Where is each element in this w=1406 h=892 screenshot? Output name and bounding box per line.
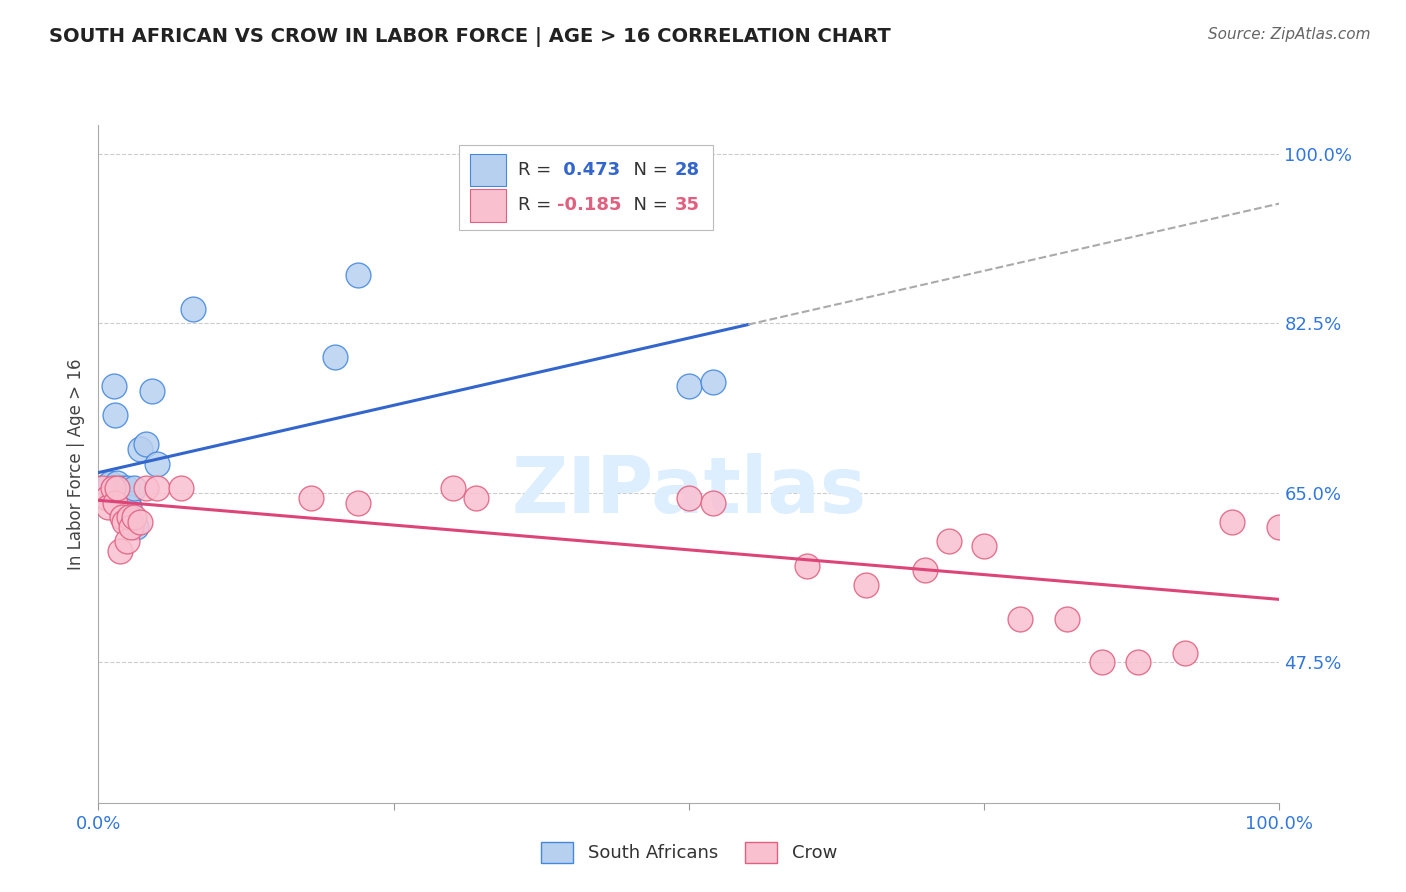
Point <box>111 481 134 495</box>
Point <box>128 515 150 529</box>
Point <box>1174 646 1197 660</box>
Point <box>135 437 157 451</box>
Point <box>105 476 128 491</box>
Point <box>96 491 118 505</box>
Point <box>855 578 877 592</box>
Point <box>108 491 131 505</box>
Point <box>299 491 322 505</box>
Point <box>181 301 204 316</box>
Point <box>125 520 148 534</box>
Point <box>112 486 135 500</box>
Point <box>118 500 141 515</box>
Point <box>135 481 157 495</box>
FancyBboxPatch shape <box>471 153 506 186</box>
Text: 28: 28 <box>675 161 700 178</box>
Point <box>914 563 936 577</box>
Point <box>91 481 114 495</box>
Y-axis label: In Labor Force | Age > 16: In Labor Force | Age > 16 <box>67 358 86 570</box>
Text: N =: N = <box>621 196 673 214</box>
Point <box>101 481 124 495</box>
Text: ZIPatlas: ZIPatlas <box>512 453 866 529</box>
Point <box>98 476 121 491</box>
Point <box>702 495 724 509</box>
Point <box>323 351 346 365</box>
Point <box>112 515 135 529</box>
Point <box>94 481 117 495</box>
Point <box>146 481 169 495</box>
Point <box>97 500 120 515</box>
Point <box>678 491 700 505</box>
Point <box>441 481 464 495</box>
Text: -0.185: -0.185 <box>557 196 621 214</box>
Legend: South Africans, Crow: South Africans, Crow <box>531 833 846 871</box>
Point <box>347 495 370 509</box>
Point <box>796 558 818 573</box>
Point <box>104 495 127 509</box>
Point <box>117 495 139 509</box>
Point <box>121 515 143 529</box>
Point <box>115 534 138 549</box>
Point <box>111 510 134 524</box>
Text: 0.473: 0.473 <box>557 161 620 178</box>
Point <box>112 495 135 509</box>
Text: Source: ZipAtlas.com: Source: ZipAtlas.com <box>1208 27 1371 42</box>
Point <box>122 481 145 495</box>
Text: N =: N = <box>621 161 673 178</box>
Point <box>1220 515 1243 529</box>
Point <box>347 268 370 282</box>
Point <box>122 510 145 524</box>
Text: 35: 35 <box>675 196 700 214</box>
Point <box>465 491 488 505</box>
Point <box>1056 612 1078 626</box>
Point <box>91 481 114 495</box>
Point <box>121 520 143 534</box>
Point <box>1008 612 1031 626</box>
Point <box>103 379 125 393</box>
Point <box>678 379 700 393</box>
Point <box>97 478 120 492</box>
Text: SOUTH AFRICAN VS CROW IN LABOR FORCE | AGE > 16 CORRELATION CHART: SOUTH AFRICAN VS CROW IN LABOR FORCE | A… <box>49 27 891 46</box>
Point <box>146 457 169 471</box>
Text: R =: R = <box>517 161 557 178</box>
Point <box>170 481 193 495</box>
Point <box>1268 520 1291 534</box>
Point <box>973 539 995 553</box>
Point <box>115 481 138 495</box>
Point <box>141 384 163 399</box>
Point <box>105 481 128 495</box>
Text: R =: R = <box>517 196 557 214</box>
FancyBboxPatch shape <box>471 189 506 221</box>
Point <box>1091 656 1114 670</box>
Point <box>938 534 960 549</box>
Point <box>101 481 124 495</box>
Point <box>107 486 129 500</box>
FancyBboxPatch shape <box>458 145 713 230</box>
Point <box>702 375 724 389</box>
Point <box>118 510 141 524</box>
Point <box>104 409 127 423</box>
Point <box>1126 656 1149 670</box>
Point <box>108 544 131 558</box>
Point <box>128 442 150 457</box>
